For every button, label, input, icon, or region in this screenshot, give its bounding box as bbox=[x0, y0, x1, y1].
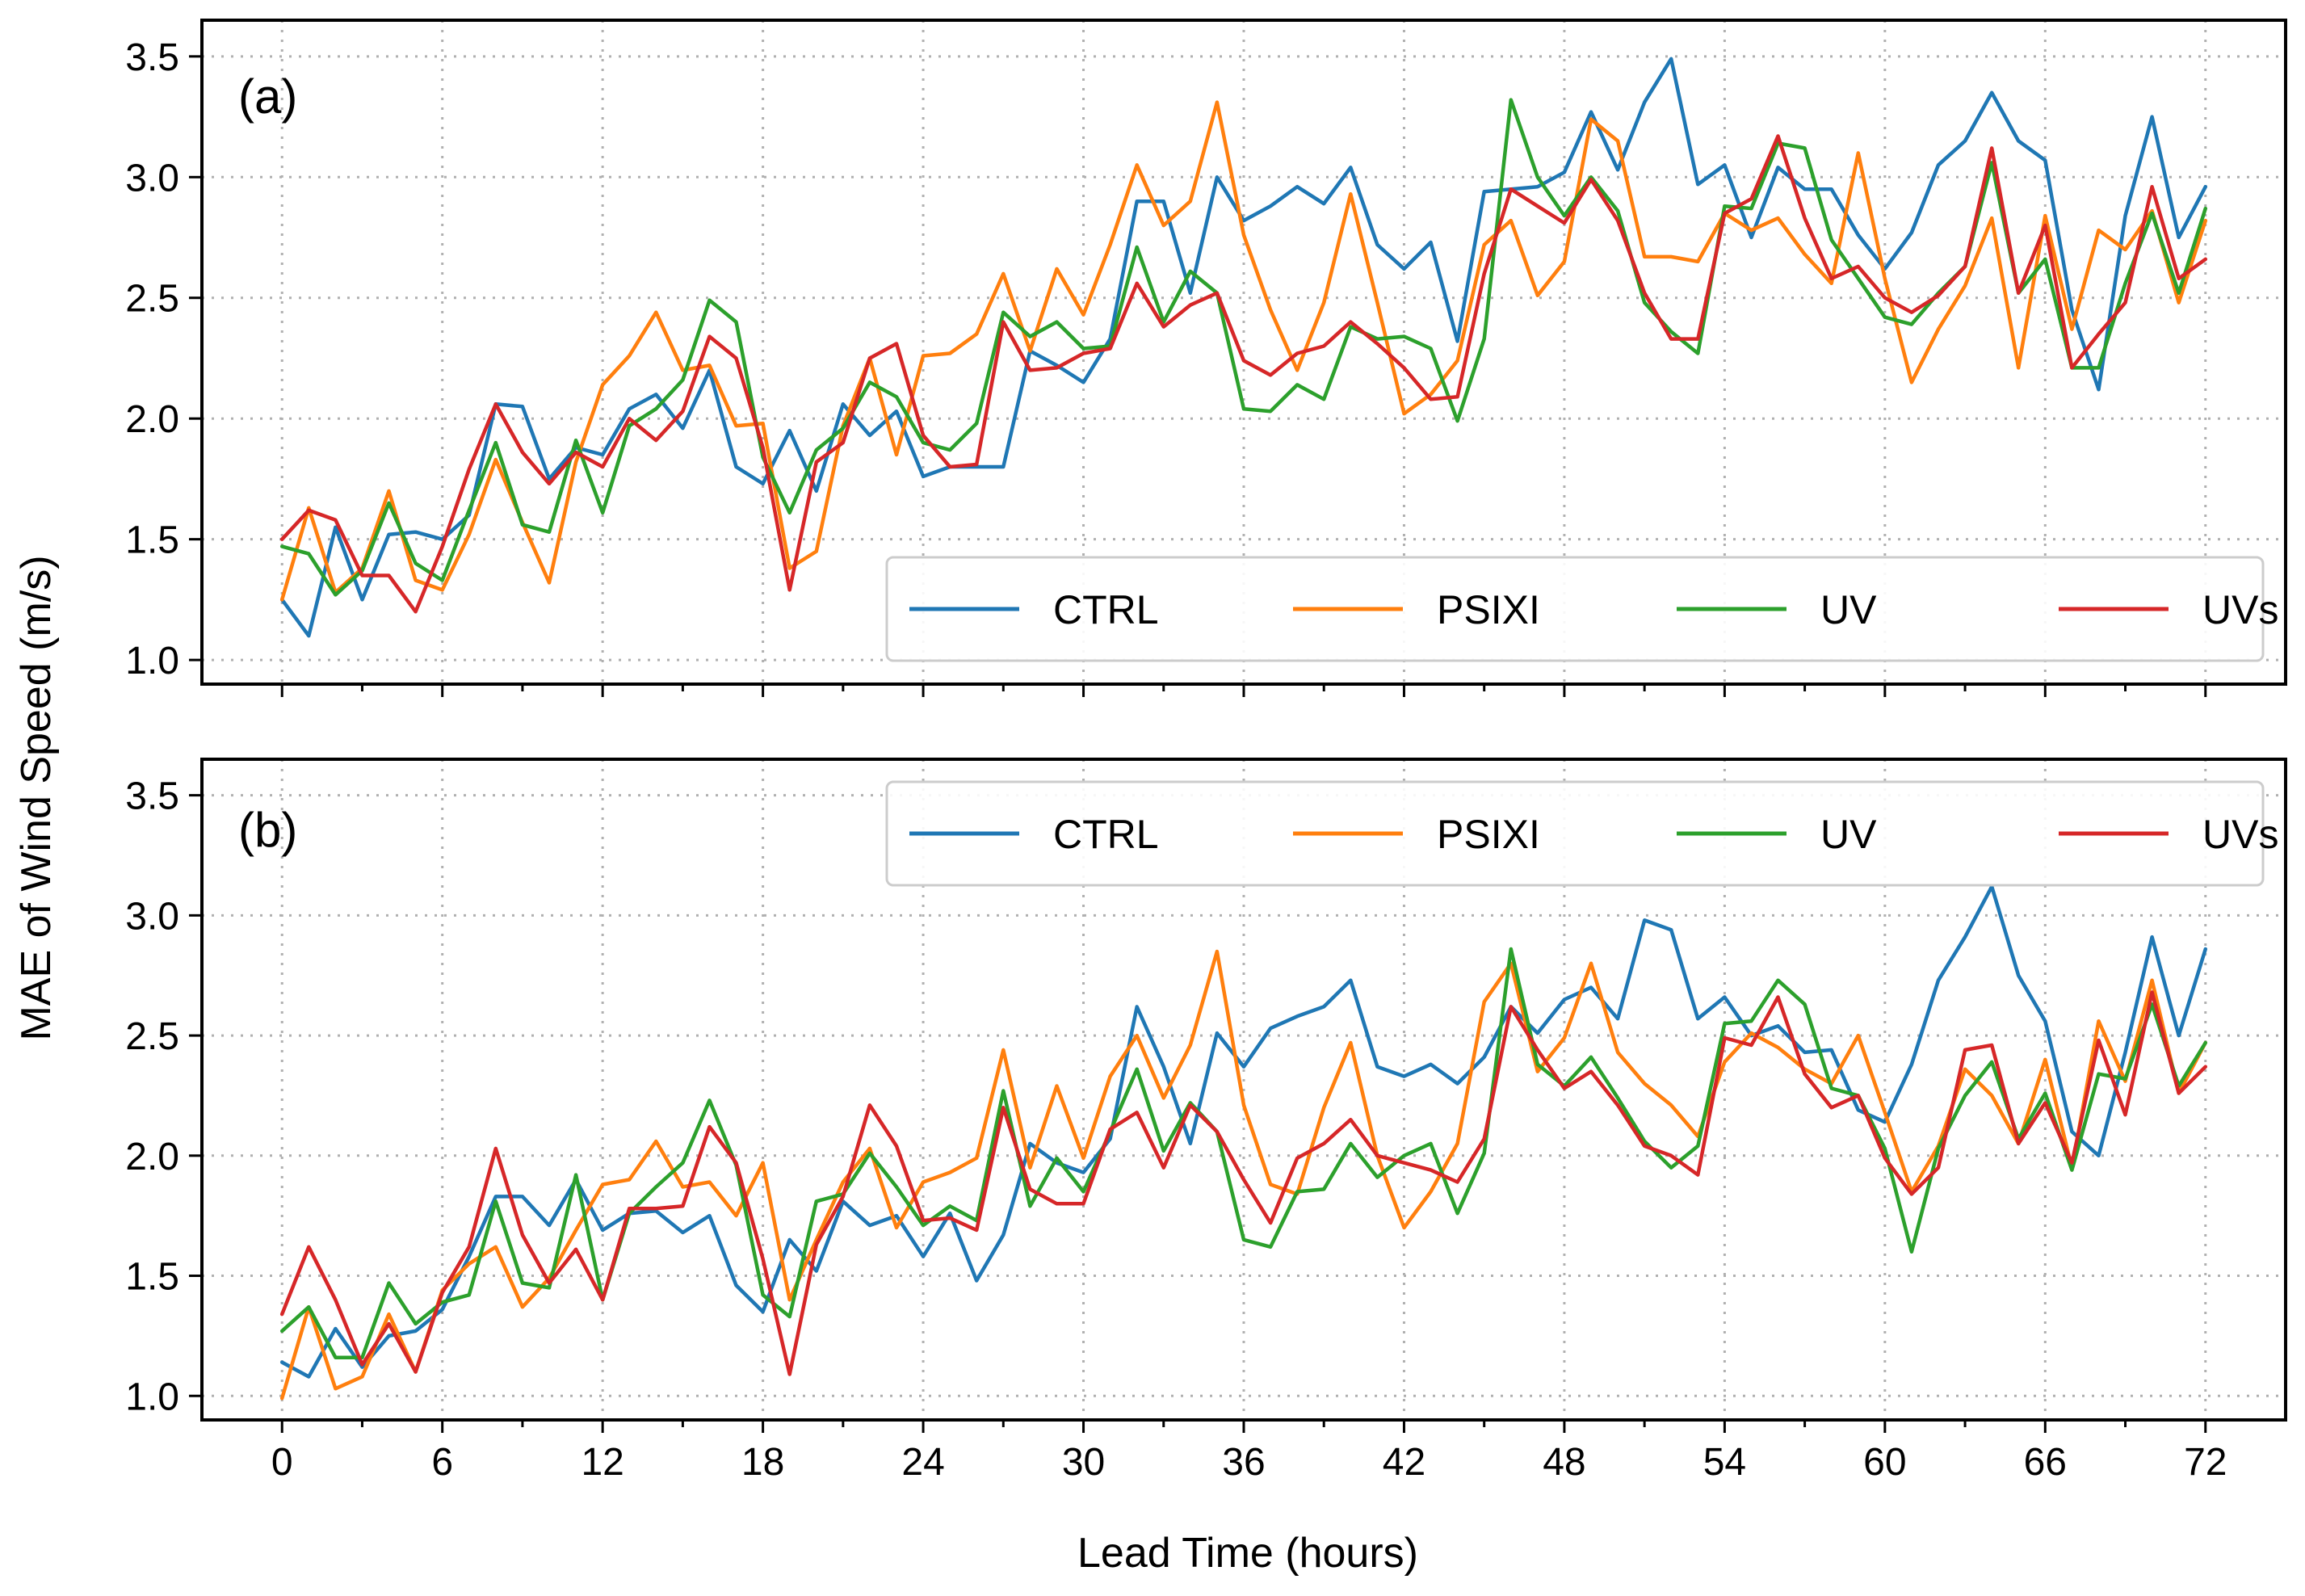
panel-b-xtick-label-24: 24 bbox=[901, 1441, 944, 1484]
panel-b-legend-label-psixi: PSIXI bbox=[1437, 812, 1540, 857]
panel-b: 0 6 12 18 24 30 36 42 48 54 60 66 72 1.0 1.5 2.0 2.5 3.0 3… bbox=[125, 758, 2287, 1484]
panel-b-ytick-label-3: 3.0 bbox=[125, 895, 179, 938]
panel-a-ytick-label-2-5: 2.5 bbox=[125, 278, 179, 321]
panel-b-legend-label-uvs: UVs bbox=[2202, 812, 2278, 857]
panel-b-legend-label-uv: UV bbox=[1820, 812, 1877, 857]
panel-b-series-uv bbox=[279, 947, 2208, 1359]
panel-b-xtick-label-30: 30 bbox=[1062, 1441, 1105, 1484]
panel-a-ytick-label-2: 2.0 bbox=[125, 398, 179, 441]
panel-a-series-psixi bbox=[279, 100, 2208, 602]
panel-a-legend-label-ctrl: CTRL bbox=[1053, 587, 1159, 632]
panel-a-legend-label-psixi: PSIXI bbox=[1437, 587, 1540, 632]
panel-b-ytick-label-2: 2.0 bbox=[125, 1136, 179, 1178]
panel-b-xtick-label-18: 18 bbox=[741, 1441, 784, 1484]
panel-a-legend-box bbox=[885, 556, 2265, 662]
panel-b-xtick-label-72: 72 bbox=[2184, 1441, 2227, 1484]
panel-a-legend: CTRL PSIXI UV UVs bbox=[885, 556, 2278, 662]
panel-b-series-psixi bbox=[279, 949, 2208, 1401]
panel-b-xtick-label-12: 12 bbox=[581, 1441, 623, 1484]
panel-b-series bbox=[279, 884, 2208, 1401]
panel-b-series-uvs bbox=[279, 990, 2208, 1376]
panel-a-legend-label-uvs: UVs bbox=[2202, 587, 2278, 632]
panel-b-xtick-label-0: 0 bbox=[271, 1441, 293, 1484]
panel-a-series-uvs bbox=[279, 134, 2208, 614]
panel-b-xtick-label-60: 60 bbox=[1863, 1441, 1906, 1484]
panel-b-ticks: 0 6 12 18 24 30 36 42 48 54 60 66 72 1.0 1.5 2.0 2.5 3.0 3… bbox=[125, 775, 2227, 1484]
panel-b-xtick-label-48: 48 bbox=[1543, 1441, 1585, 1484]
panel-b-xtick-label-66: 66 bbox=[2024, 1441, 2067, 1484]
panel-b-ytick-label-1: 1.0 bbox=[125, 1376, 179, 1418]
panel-b-legend-label-ctrl: CTRL bbox=[1053, 812, 1159, 857]
panel-b-legend: CTRL PSIXI UV UVs bbox=[885, 780, 2278, 887]
panel-a-ytick-label-3: 3.0 bbox=[125, 157, 179, 200]
panel-a-ytick-label-1: 1.0 bbox=[125, 640, 179, 682]
panel-a-label: (a) bbox=[238, 69, 297, 124]
panel-b-xtick-label-54: 54 bbox=[1703, 1441, 1746, 1484]
panel-b-legend-box bbox=[885, 780, 2265, 887]
x-axis-title: Lead Time (hours) bbox=[1077, 1530, 1418, 1577]
y-axis-title: MAE of Wind Speed (m/s) bbox=[13, 555, 60, 1040]
panel-a-series-ctrl bbox=[279, 57, 2208, 638]
panel-b-xtick-label-42: 42 bbox=[1383, 1441, 1425, 1484]
panel-a-legend-label-uv: UV bbox=[1820, 587, 1877, 632]
panel-a-ticks: 1.0 1.5 2.0 2.5 3.0 3.5 bbox=[125, 36, 2207, 697]
panel-b-ytick-label-3-5: 3.5 bbox=[125, 775, 179, 818]
panel-b-series-ctrl bbox=[279, 884, 2208, 1379]
panel-b-ytick-label-2-5: 2.5 bbox=[125, 1015, 179, 1058]
panel-a-ytick-label-1-5: 1.5 bbox=[125, 519, 179, 562]
panel-a: 1.0 1.5 2.0 2.5 3.0 3.5 (a) CTRL PSIXI UV UVs bbox=[125, 19, 2287, 697]
panel-a-series bbox=[279, 57, 2208, 638]
panel-b-xtick-label-6: 6 bbox=[431, 1441, 453, 1484]
panel-a-ytick-label-3-5: 3.5 bbox=[125, 36, 179, 79]
panel-b-xtick-label-36: 36 bbox=[1222, 1441, 1265, 1484]
panel-b-label: (b) bbox=[238, 803, 297, 857]
panel-b-ytick-label-1-5: 1.5 bbox=[125, 1256, 179, 1299]
panel-a-series-uv bbox=[279, 98, 2208, 597]
